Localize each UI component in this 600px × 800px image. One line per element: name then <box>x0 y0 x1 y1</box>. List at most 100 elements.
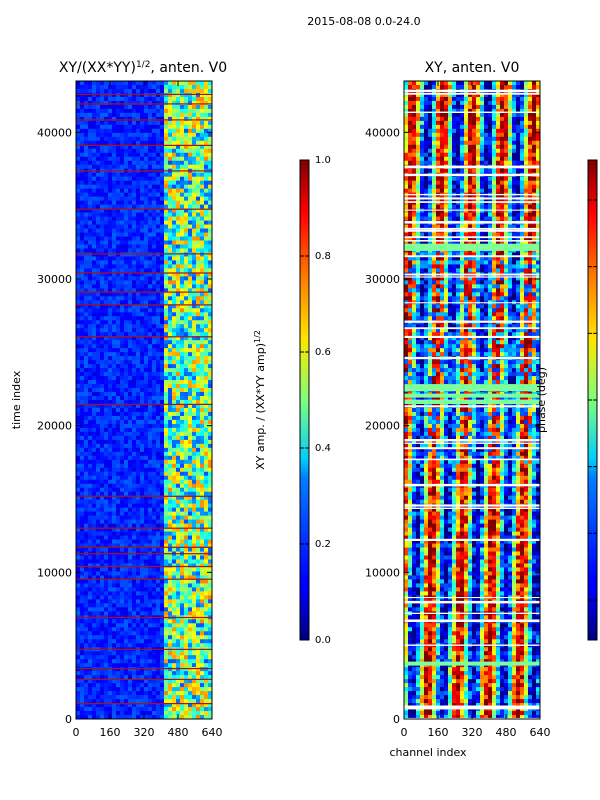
heatmap-cell <box>108 216 113 221</box>
heatmap-cell <box>84 415 89 421</box>
heatmap-cell <box>188 152 193 158</box>
heatmap-cell <box>88 128 93 134</box>
heatmap-cell <box>132 88 137 94</box>
heatmap-cell <box>200 276 205 281</box>
heatmap-cell <box>140 220 145 225</box>
heatmap-cell <box>180 152 185 158</box>
heatmap-cell <box>124 491 129 497</box>
heatmap-cell <box>80 627 85 632</box>
heatmap-cell <box>80 88 85 94</box>
heatmap-cell <box>92 403 97 409</box>
heatmap-cell <box>196 523 201 528</box>
heatmap-cell <box>136 483 141 489</box>
heatmap-cell <box>192 116 197 122</box>
heatmap-cell <box>148 579 153 584</box>
heatmap-cell <box>204 555 209 560</box>
heatmap-cell <box>152 128 157 134</box>
heatmap-cell <box>116 208 121 213</box>
heatmap-cell <box>124 599 129 604</box>
heatmap-cell <box>168 419 173 425</box>
heatmap-cell <box>120 619 125 624</box>
heatmap-cell <box>196 236 201 241</box>
heatmap-cell <box>144 300 149 305</box>
heatmap-cell <box>192 356 197 361</box>
heatmap-cell <box>208 336 212 341</box>
heatmap-cell <box>76 324 81 329</box>
heatmap-cell <box>116 376 121 381</box>
heatmap-cell <box>184 659 189 664</box>
heatmap-cell <box>108 463 113 469</box>
heatmap-cell <box>152 607 157 612</box>
heatmap-cell <box>96 447 101 453</box>
heatmap-cell <box>148 447 153 453</box>
heatmap-cell <box>148 659 153 664</box>
heatmap-cell <box>124 447 129 453</box>
heatmap-cell <box>132 535 137 540</box>
heatmap-cell <box>84 479 89 485</box>
heatmap-cell <box>80 503 85 509</box>
heatmap-cell <box>208 419 212 425</box>
heatmap-cell <box>168 607 173 612</box>
heatmap-cell <box>136 479 141 485</box>
heatmap-cell <box>156 415 161 421</box>
heatmap-cell <box>152 160 157 166</box>
heatmap-cell <box>92 384 97 389</box>
heatmap-cell <box>168 208 173 213</box>
heatmap-cell <box>136 116 141 122</box>
heatmap-cell <box>200 627 205 632</box>
heatmap-cell <box>108 112 113 118</box>
heatmap-cell <box>108 559 113 564</box>
heatmap-cell <box>108 296 113 301</box>
heatmap-cell <box>152 224 157 229</box>
heatmap-cell <box>152 603 157 608</box>
heatmap-cell <box>196 447 201 453</box>
heatmap-cell <box>120 136 125 142</box>
heatmap-cell <box>176 244 181 249</box>
heatmap-cell <box>184 623 189 628</box>
heatmap-cell <box>200 104 205 110</box>
heatmap-cell <box>160 244 165 249</box>
heatmap-cell <box>88 184 93 190</box>
heatmap-cell <box>140 651 145 656</box>
heatmap-cell <box>184 220 189 225</box>
heatmap-cell <box>140 623 145 628</box>
heatmap-cell <box>176 435 181 441</box>
heatmap-cell <box>120 599 125 604</box>
heatmap-cell <box>88 611 93 616</box>
heatmap-cell <box>152 483 157 489</box>
heatmap-cell <box>144 108 149 114</box>
heatmap-cell <box>140 503 145 509</box>
heatmap-cell <box>120 296 125 301</box>
heatmap-cell <box>136 312 141 317</box>
heatmap-cell <box>108 467 113 473</box>
heatmap-cell <box>108 284 113 289</box>
heatmap-cell <box>140 411 145 417</box>
heatmap-cell <box>92 483 97 489</box>
heatmap-cell <box>148 320 153 325</box>
heatmap-cell <box>152 487 157 493</box>
heatmap-cell <box>88 172 93 178</box>
heatmap-cell <box>156 88 161 94</box>
heatmap-cell <box>104 320 109 325</box>
heatmap-cell <box>128 427 133 433</box>
heatmap-cell <box>208 607 212 612</box>
heatmap-cell <box>104 599 109 604</box>
heatmap-cell <box>88 507 93 513</box>
heatmap-cell <box>208 439 212 445</box>
heatmap-cell <box>76 180 81 186</box>
heatmap-cell <box>96 575 101 580</box>
heatmap-cell <box>80 81 85 86</box>
heatmap-cell <box>176 487 181 493</box>
heatmap-cell <box>148 116 153 122</box>
heatmap-cell <box>132 308 137 313</box>
heatmap-cell <box>116 635 121 640</box>
heatmap-cell <box>112 104 117 110</box>
heatmap-cell <box>188 376 193 381</box>
heatmap-cell <box>152 188 157 194</box>
heatmap-cell <box>80 555 85 560</box>
heatmap-cell <box>200 244 205 249</box>
heatmap-cell <box>164 332 169 337</box>
heatmap-cell <box>168 555 173 560</box>
heatmap-cell <box>116 491 121 497</box>
heatmap-cell <box>116 451 121 457</box>
